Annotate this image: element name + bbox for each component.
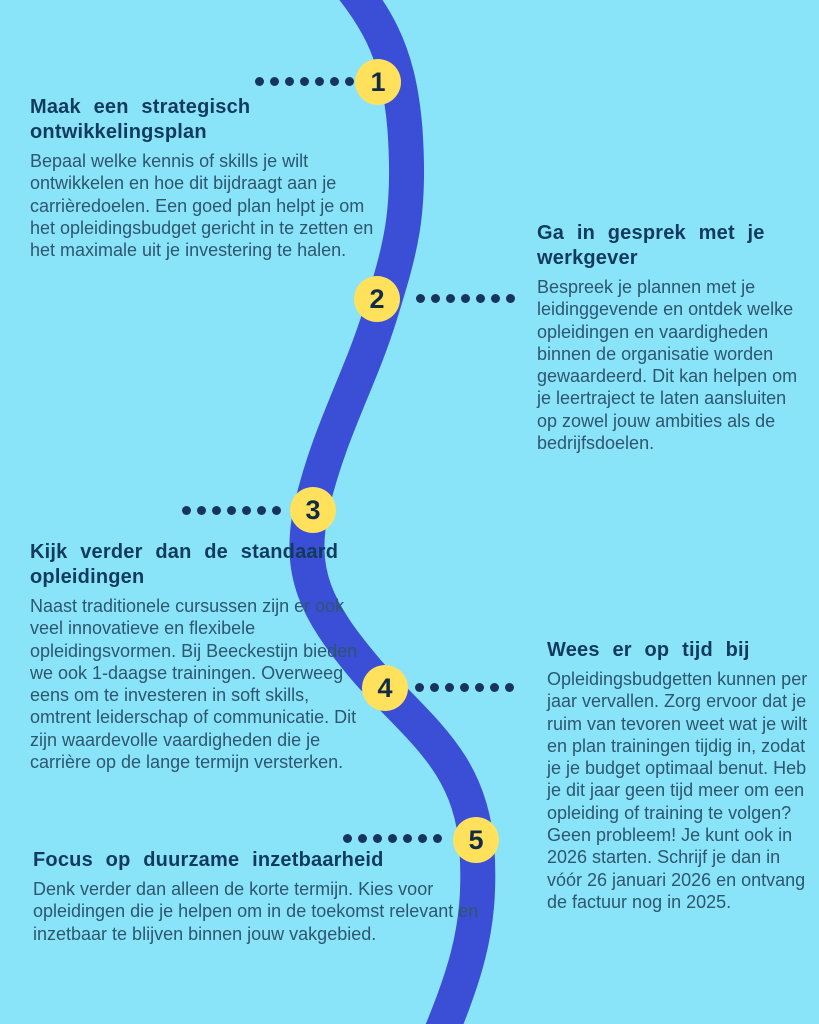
step-number: 5 [468,824,484,855]
step-block-4: Wees er op tijd bij Opleidingsbudgetten … [547,638,812,913]
step-body: Denk verder dan alleen de korte termijn.… [33,879,479,944]
step-marker-1: 1 [355,59,401,105]
dotted-line-4 [415,683,514,692]
step-number: 1 [370,66,386,97]
step-block-1: Maak een strategisch ontwikkelingsplan B… [30,95,375,261]
step-marker-2: 2 [354,276,400,322]
step-body: Opleidingsbudgetten kunnen per jaar verv… [547,669,808,912]
step-number: 4 [377,672,393,703]
step-number: 2 [369,283,385,314]
step-body: Bepaal welke kennis of skills je wilt on… [30,151,374,261]
dotted-line-2 [416,294,515,303]
step-block-5: Focus op duurzame inzetbaarheid Denk ver… [33,848,488,945]
step-title: Wees er op tijd bij [547,639,750,661]
step-marker-4: 4 [362,665,408,711]
dotted-line-1 [255,77,354,86]
step-title: Maak een strategisch ontwikkelingsplan [30,96,251,143]
step-body: Naast traditionele cursussen zijn er ook… [30,596,358,773]
step-body: Bespreek je plannen met je leidinggevend… [537,277,798,454]
step-title: Ga in gesprek met je werkgever [537,222,765,269]
step-block-2: Ga in gesprek met je werkgever Bespreek … [537,221,809,454]
dotted-line-5 [343,834,442,843]
step-marker-5: 5 [453,817,499,863]
step-title: Focus op duurzame inzetbaarheid [33,849,384,871]
step-title: Kijk verder dan de standaard opleidingen [30,541,339,588]
step-number: 3 [305,494,321,525]
dotted-line-3 [182,506,281,515]
step-block-3: Kijk verder dan de standaard opleidingen… [30,540,375,773]
step-marker-3: 3 [290,487,336,533]
